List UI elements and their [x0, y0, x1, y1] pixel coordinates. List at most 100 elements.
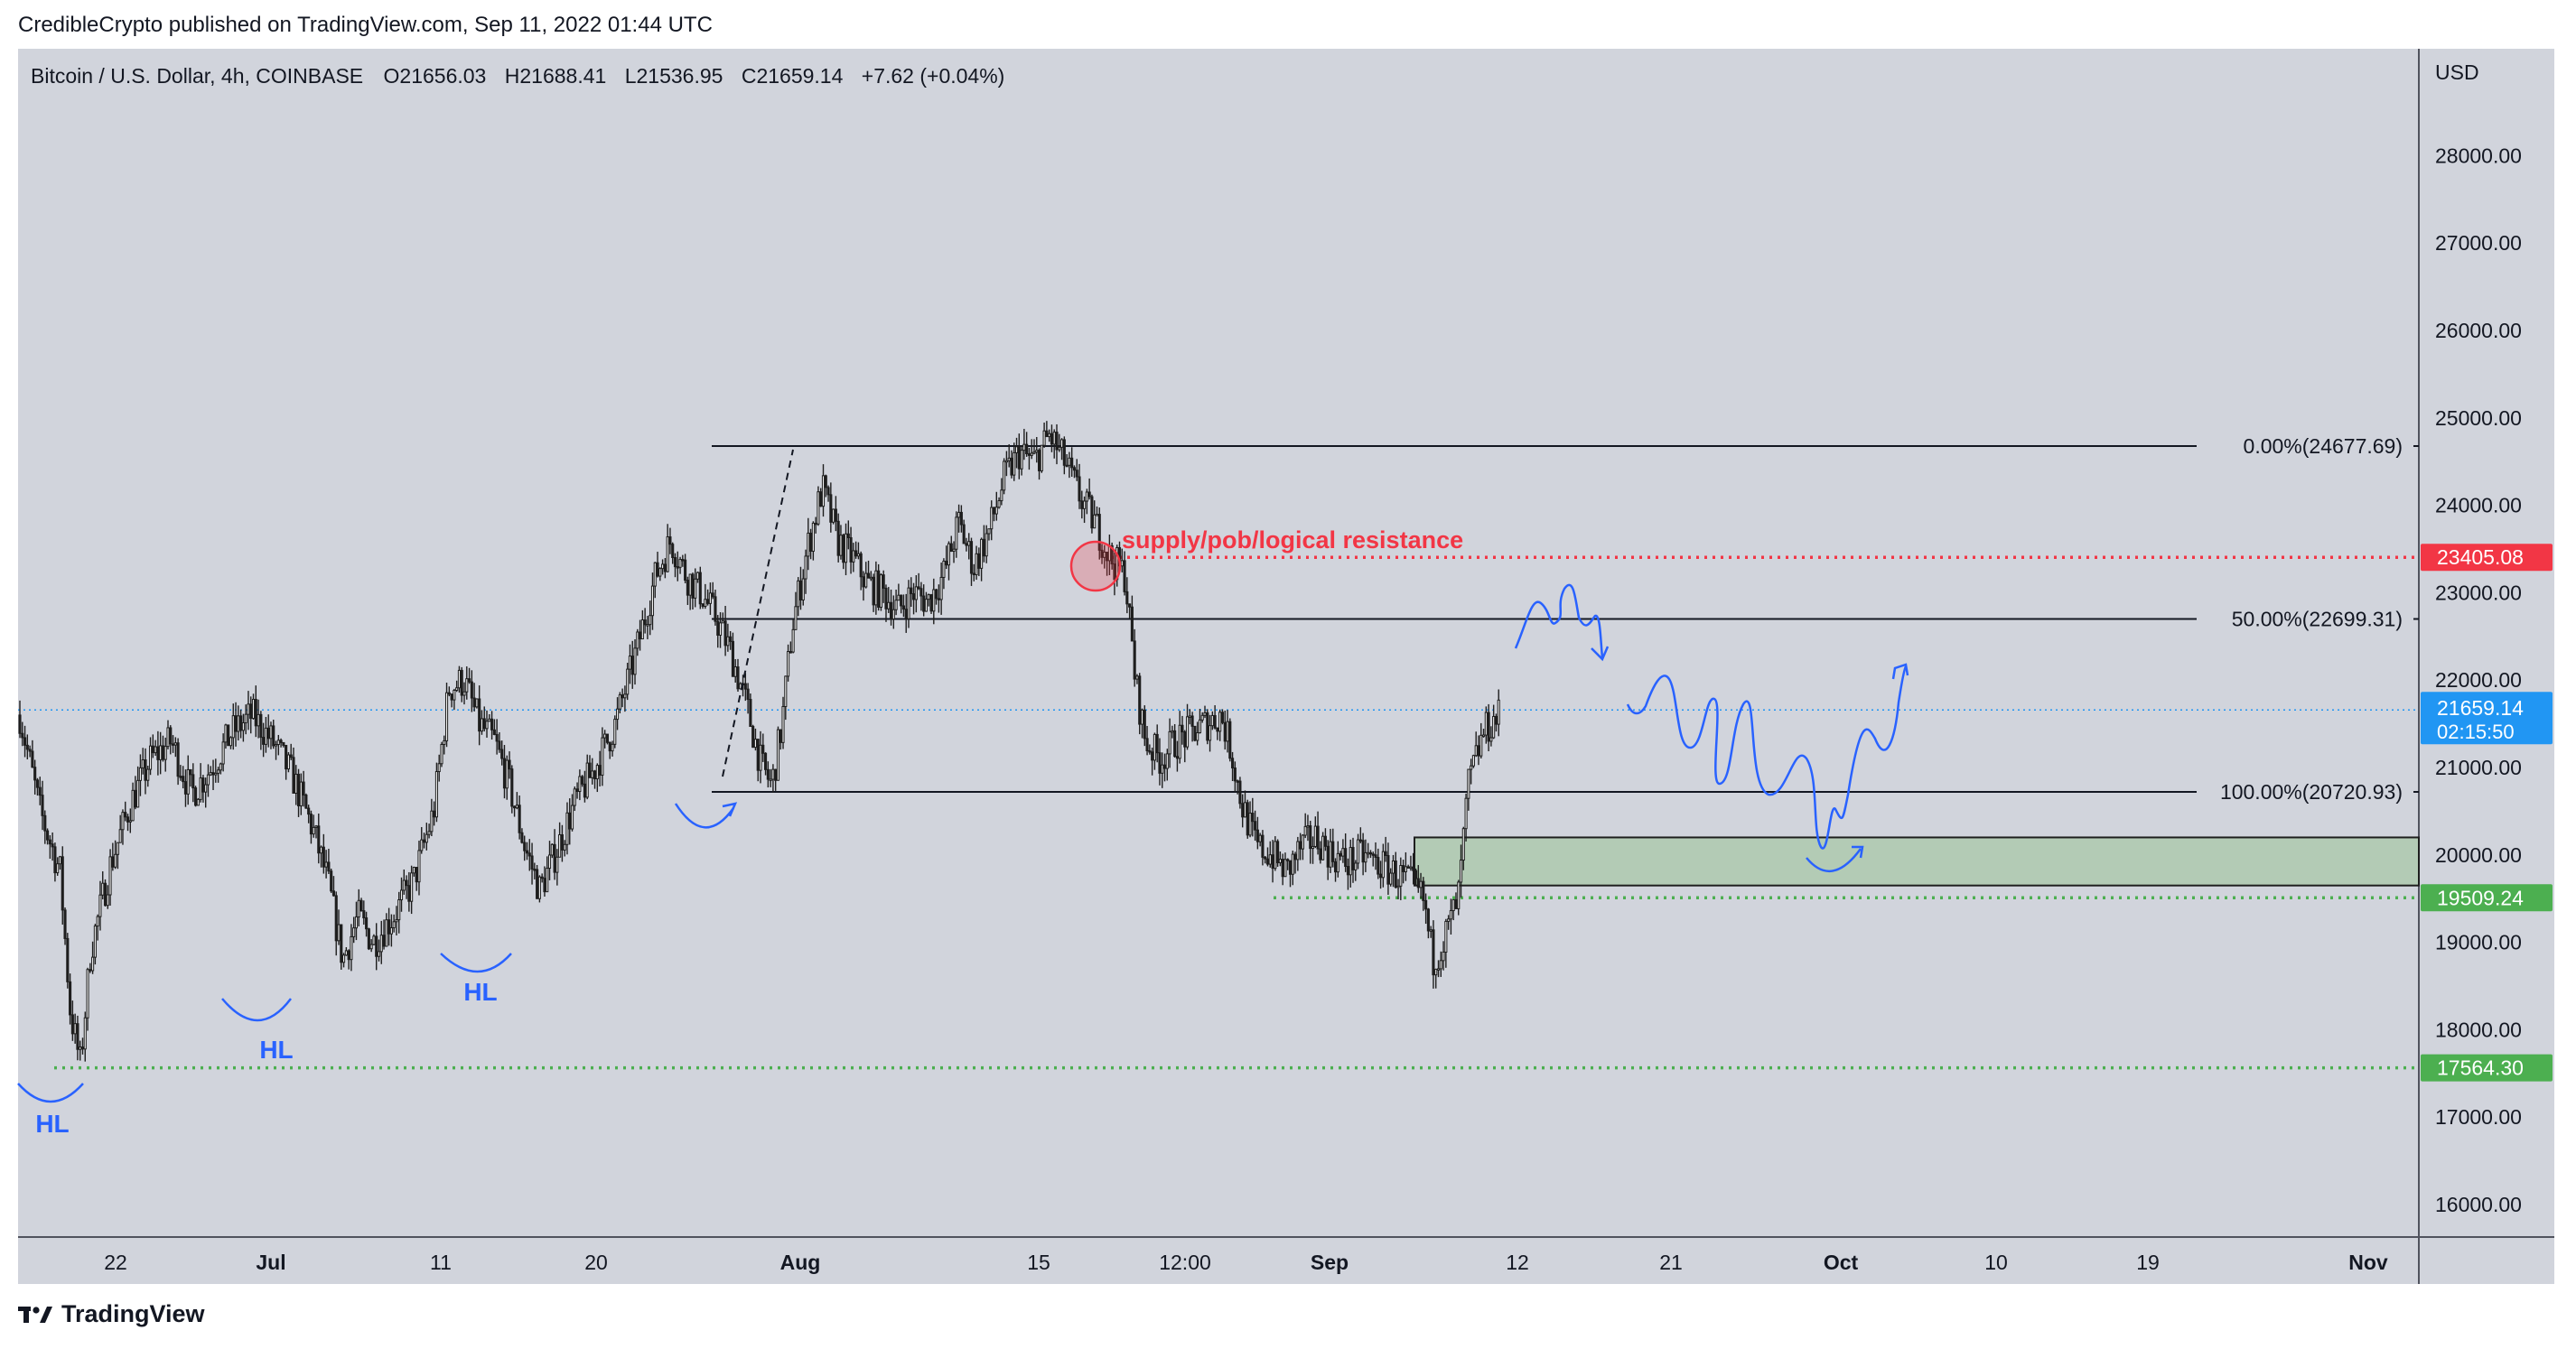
- candle-body: [1451, 898, 1455, 911]
- candle-body: [1409, 866, 1413, 870]
- candle-body: [922, 595, 926, 612]
- projection-arrow-up: [1891, 663, 1909, 680]
- resistance-circle-marker[interactable]: [1069, 540, 1122, 592]
- candle-body: [1050, 433, 1053, 445]
- candle-body: [337, 924, 341, 942]
- higher-low-arc[interactable]: [221, 998, 292, 1022]
- candle-body: [264, 727, 267, 745]
- candle-body: [1254, 821, 1257, 831]
- candle-body: [89, 969, 92, 972]
- candle-body: [405, 879, 408, 887]
- zone-bounce-arc[interactable]: [1806, 848, 1862, 872]
- candle-body: [1148, 749, 1152, 753]
- candle-body: [1173, 730, 1177, 758]
- candle-body: [671, 544, 675, 559]
- trend-line-dashed[interactable]: [722, 449, 794, 777]
- candle-body: [1399, 865, 1403, 887]
- candle-body: [176, 742, 180, 777]
- candle-body: [1083, 500, 1087, 509]
- candle-body: [726, 636, 730, 647]
- candle-body: [811, 522, 815, 552]
- candle-body: [842, 535, 845, 563]
- x-tick-label: 11: [430, 1251, 452, 1274]
- candle-body: [1168, 730, 1171, 755]
- candle-body: [1226, 721, 1229, 742]
- candle-body: [613, 719, 617, 745]
- candle-body: [809, 532, 813, 552]
- candle-body: [498, 740, 501, 750]
- candle-body: [565, 812, 569, 845]
- candle-body: [636, 631, 639, 649]
- candle-body: [630, 656, 634, 675]
- candle-body: [86, 969, 89, 1019]
- low-price-badge-bg: [2421, 1054, 2553, 1082]
- candle-body: [1198, 719, 1201, 734]
- candle-body: [103, 882, 107, 907]
- candle-body: [862, 576, 865, 588]
- candle-body: [1329, 841, 1332, 868]
- pivot-arrow-curve[interactable]: [674, 803, 735, 829]
- candle-body: [1454, 898, 1458, 909]
- candle-body: [1052, 432, 1056, 445]
- candle-body: [204, 784, 208, 793]
- candle-body: [910, 587, 913, 595]
- demand-zone-box[interactable]: [1414, 836, 2420, 887]
- candle-body: [209, 772, 212, 776]
- candle-body: [661, 563, 665, 570]
- projection-path-lower[interactable]: [1626, 665, 1908, 850]
- candle-body: [990, 507, 994, 530]
- candle-body: [639, 631, 642, 640]
- candle-body: [1394, 861, 1397, 888]
- projection-path-upper[interactable]: [1514, 583, 1604, 658]
- candle-body: [1110, 544, 1114, 565]
- candle-body: [530, 855, 534, 870]
- candle-body: [347, 950, 350, 961]
- footer-brand[interactable]: TradingView: [18, 1300, 205, 1328]
- candle-body: [766, 768, 770, 780]
- candle-body: [1357, 839, 1360, 864]
- candle-body: [1344, 848, 1348, 868]
- candle-body: [1022, 443, 1026, 451]
- candle-body: [917, 586, 920, 590]
- candle-body: [114, 853, 117, 868]
- x-tick-label: 12: [1506, 1251, 1529, 1274]
- candle-body: [1185, 716, 1190, 748]
- candle-body: [417, 850, 421, 883]
- candle-body: [804, 555, 807, 580]
- candle-body: [834, 508, 837, 522]
- candle-body: [1017, 446, 1021, 470]
- candle-body: [377, 951, 381, 957]
- higher-low-arc[interactable]: [17, 1083, 84, 1103]
- candle-body: [616, 708, 620, 721]
- current-price-badge-text: 21659.14: [2437, 696, 2524, 720]
- current-price-badge-bg: [2421, 692, 2553, 745]
- candle-body: [721, 620, 724, 624]
- candle-body: [201, 777, 205, 793]
- candle-body: [673, 557, 677, 568]
- candle-body: [1161, 764, 1164, 774]
- candle-body: [1311, 845, 1315, 850]
- candle-body: [457, 669, 461, 689]
- candle-body: [756, 739, 760, 771]
- candle-body: [1162, 764, 1167, 769]
- candle-body: [1368, 851, 1373, 855]
- candle-body: [844, 533, 848, 563]
- candle-body: [80, 1046, 85, 1050]
- x-tick-label: 10: [1984, 1251, 2008, 1274]
- candle-body: [1143, 709, 1146, 740]
- candle-body: [1060, 439, 1064, 448]
- candle-body: [1085, 491, 1088, 502]
- candle-body: [1306, 825, 1310, 828]
- candle-body: [1479, 734, 1483, 757]
- candle-body: [199, 777, 202, 800]
- candle-body: [244, 713, 247, 723]
- candle-body: [340, 924, 343, 963]
- candle-body: [1481, 734, 1486, 738]
- higher-low-label: HL: [463, 978, 497, 1006]
- higher-low-arc[interactable]: [440, 953, 512, 973]
- candle-body: [1125, 591, 1129, 605]
- candle-body: [1426, 908, 1430, 932]
- candle-body: [331, 890, 336, 897]
- candle-body: [972, 572, 975, 576]
